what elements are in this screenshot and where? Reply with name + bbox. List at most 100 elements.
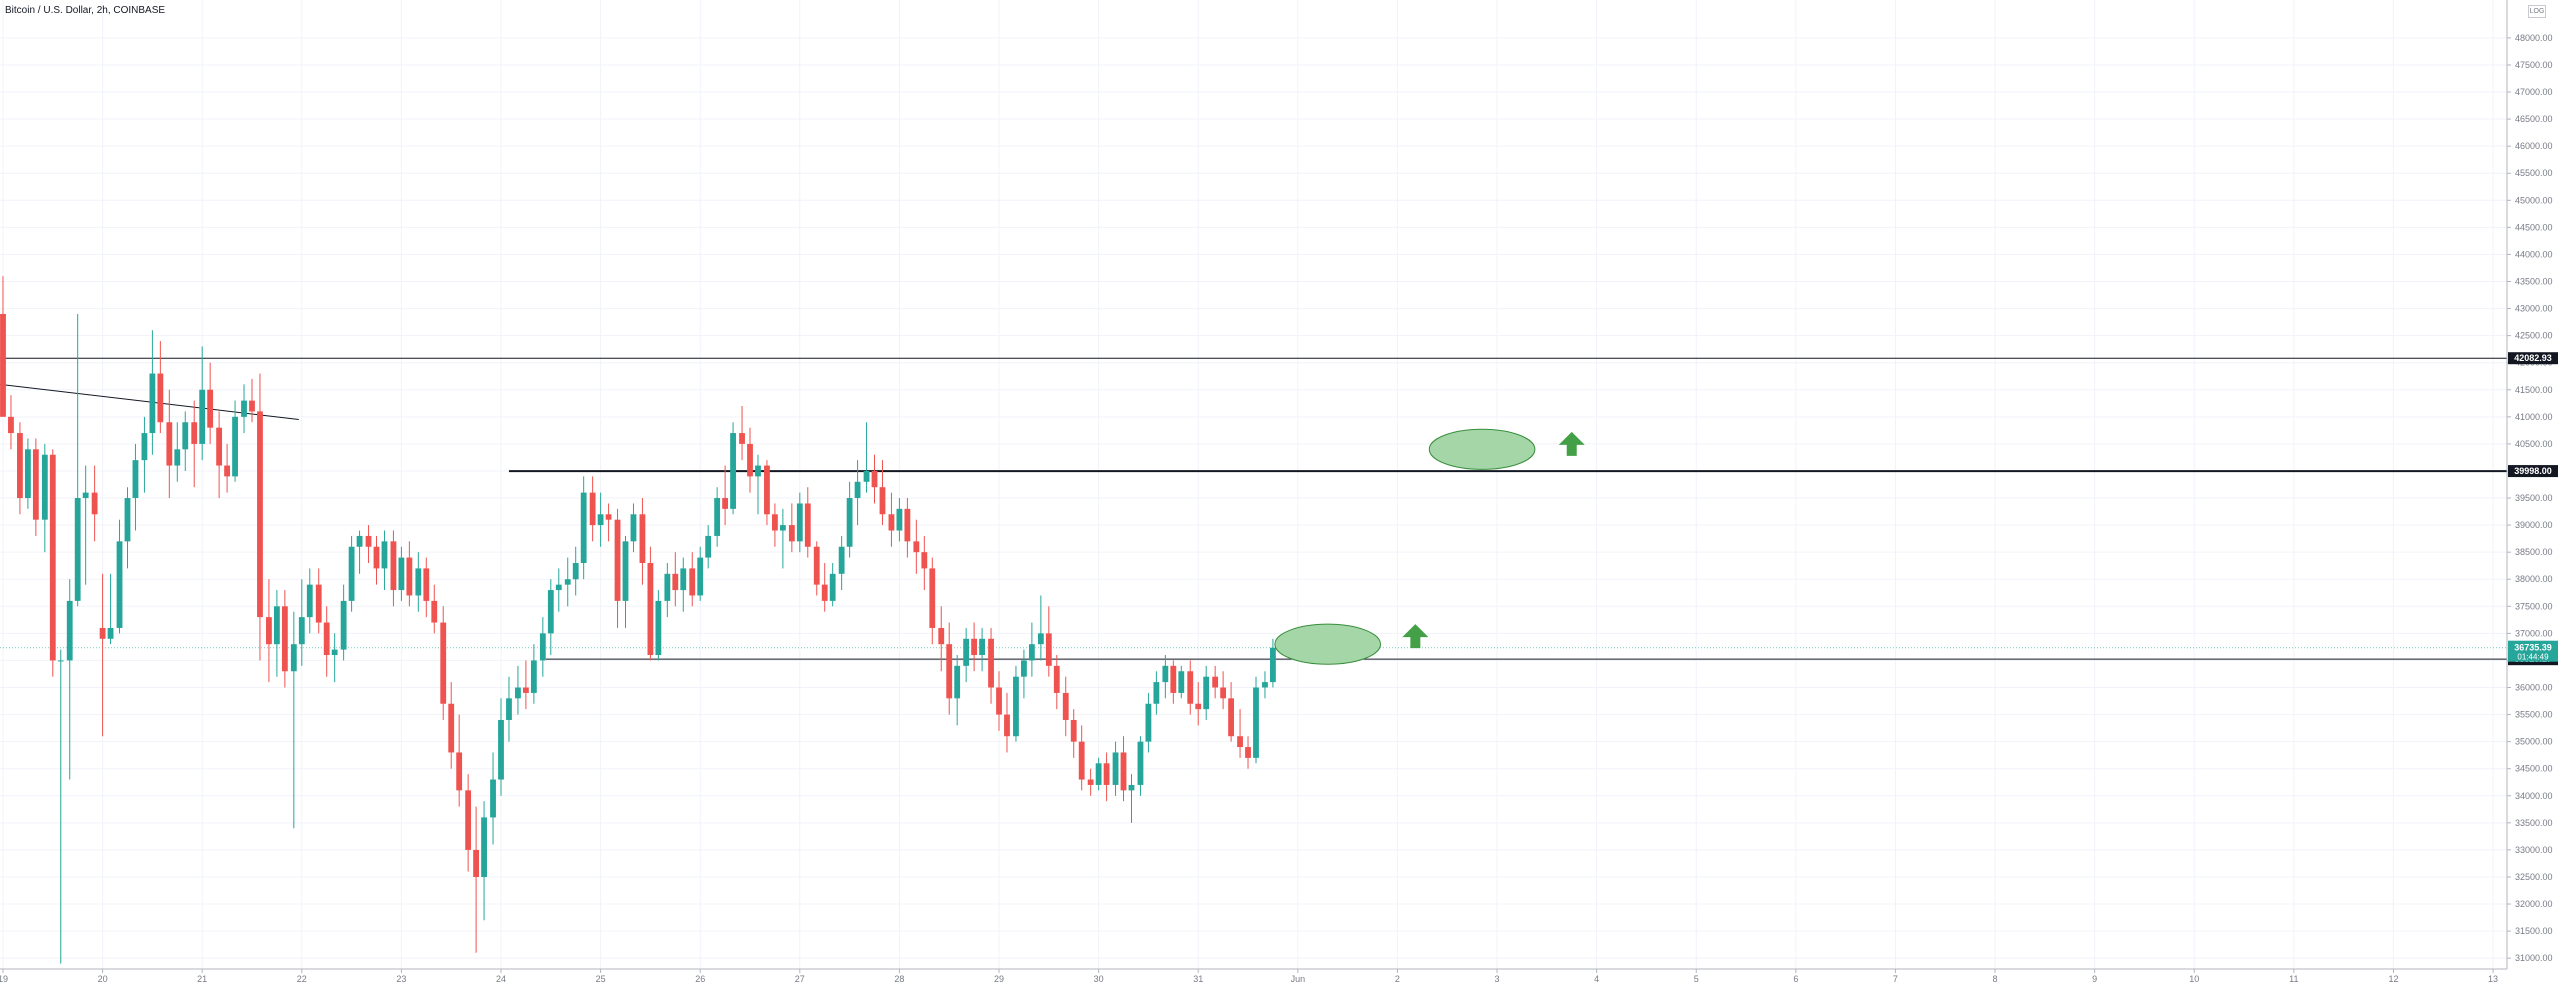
candle-down <box>0 313 6 417</box>
candle-up <box>530 660 537 693</box>
candle-up <box>74 498 81 601</box>
time-tick-label: 27 <box>795 974 805 984</box>
price-tick-label: 43000.00 <box>2515 304 2553 314</box>
price-tick-label: 41000.00 <box>2515 412 2553 422</box>
candle-down <box>689 568 696 596</box>
price-tick-label: 45000.00 <box>2515 195 2553 205</box>
time-tick-label: 5 <box>1694 974 1699 984</box>
candle-down <box>440 622 447 704</box>
price-tick-label: 31500.00 <box>2515 926 2553 936</box>
candle-up <box>149 373 156 434</box>
price-tick-label: 46000.00 <box>2515 141 2553 151</box>
candle-down <box>522 687 529 693</box>
candle-down <box>946 644 953 699</box>
candle-up <box>241 400 247 417</box>
price-tick-label: 38500.00 <box>2515 547 2553 557</box>
price-tick-label: 34500.00 <box>2515 764 2553 774</box>
candle-down <box>888 514 895 531</box>
candle-up <box>1253 687 1259 758</box>
candle-down <box>323 622 330 656</box>
up-arrow-icon[interactable] <box>1402 624 1429 649</box>
candle-up <box>838 546 845 574</box>
time-tick-label: 29 <box>994 974 1004 984</box>
price-tick-label: 36000.00 <box>2515 683 2553 693</box>
candle-down <box>913 541 920 553</box>
target-ellipse[interactable] <box>1428 428 1536 470</box>
candle-up <box>622 541 629 601</box>
last-price-label: 36735.39 <box>2514 643 2552 653</box>
candle-up <box>124 498 131 542</box>
candle-up <box>306 584 313 618</box>
candle-up <box>1013 676 1019 737</box>
candle-up <box>1145 703 1152 742</box>
price-tick-label: 32000.00 <box>2515 899 2553 909</box>
candle-up <box>697 557 704 596</box>
candle-up <box>1095 763 1102 785</box>
price-tick-label: 34000.00 <box>2515 791 2553 801</box>
candle-down <box>988 638 994 688</box>
symbol-title: Bitcoin / U.S. Dollar, 2h, COINBASE <box>5 5 166 16</box>
time-tick-label: 11 <box>2289 974 2298 984</box>
candle-down <box>1087 779 1094 785</box>
candle-up <box>796 503 803 542</box>
candle-down <box>1053 665 1060 693</box>
candle-down <box>406 557 413 596</box>
candle-down <box>1237 736 1243 748</box>
candle-up <box>1137 741 1144 785</box>
candle-up <box>490 779 496 818</box>
price-tick-label: 43500.00 <box>2515 276 2553 286</box>
candle-up <box>82 492 89 499</box>
candle-down <box>772 514 778 531</box>
candle-up <box>232 416 238 477</box>
bar-countdown-label: 01:44:49 <box>2517 653 2549 662</box>
horizontal-levels[interactable] <box>0 357 2507 660</box>
candle-up <box>506 698 512 720</box>
candle-down <box>191 422 198 444</box>
candle-up <box>564 579 571 585</box>
candle-up <box>1037 633 1044 645</box>
candle-up <box>107 627 114 639</box>
candle-down <box>821 584 828 601</box>
candle-down <box>431 600 438 623</box>
time-tick-label: 3 <box>1495 974 1500 984</box>
annotations[interactable] <box>1274 428 1585 665</box>
candle-up <box>356 535 363 547</box>
candle-up <box>572 562 579 580</box>
candle-down <box>1212 676 1219 688</box>
candle-down <box>813 546 820 585</box>
level-price-label-bg <box>2508 465 2558 478</box>
price-tick-label: 44000.00 <box>2515 249 2553 259</box>
candle-up <box>57 660 64 662</box>
log-scale-button[interactable]: LOG <box>2528 5 2546 18</box>
candle-down <box>1120 752 1127 791</box>
candle-up <box>290 644 297 672</box>
time-tick-label: 19 <box>0 974 8 984</box>
candle-down <box>904 508 911 542</box>
candle-up <box>1112 752 1119 785</box>
candle-up <box>1178 671 1185 693</box>
candle-down <box>266 617 272 645</box>
target-ellipse[interactable] <box>1274 623 1381 665</box>
price-tick-label: 40500.00 <box>2515 439 2553 449</box>
candle-up <box>415 568 422 596</box>
price-tick-label: 45500.00 <box>2515 168 2553 178</box>
price-tick-label: 47000.00 <box>2515 87 2553 97</box>
candle-down <box>216 427 223 466</box>
candle-down <box>281 606 288 672</box>
candle-down <box>8 416 14 434</box>
candle-down <box>456 752 463 791</box>
time-tick-label: 22 <box>297 974 307 984</box>
up-arrow-icon[interactable] <box>1558 431 1585 456</box>
candle-up <box>680 568 687 591</box>
trend-line[interactable] <box>0 383 299 421</box>
candle-down <box>1045 633 1052 666</box>
candle-up <box>199 389 206 444</box>
candle-down <box>448 703 455 753</box>
candle-down <box>764 465 770 515</box>
candle-up <box>481 817 487 877</box>
candle-down <box>1228 698 1234 737</box>
price-tick-label: 47500.00 <box>2515 60 2553 70</box>
price-tick-label: 38000.00 <box>2515 574 2553 584</box>
